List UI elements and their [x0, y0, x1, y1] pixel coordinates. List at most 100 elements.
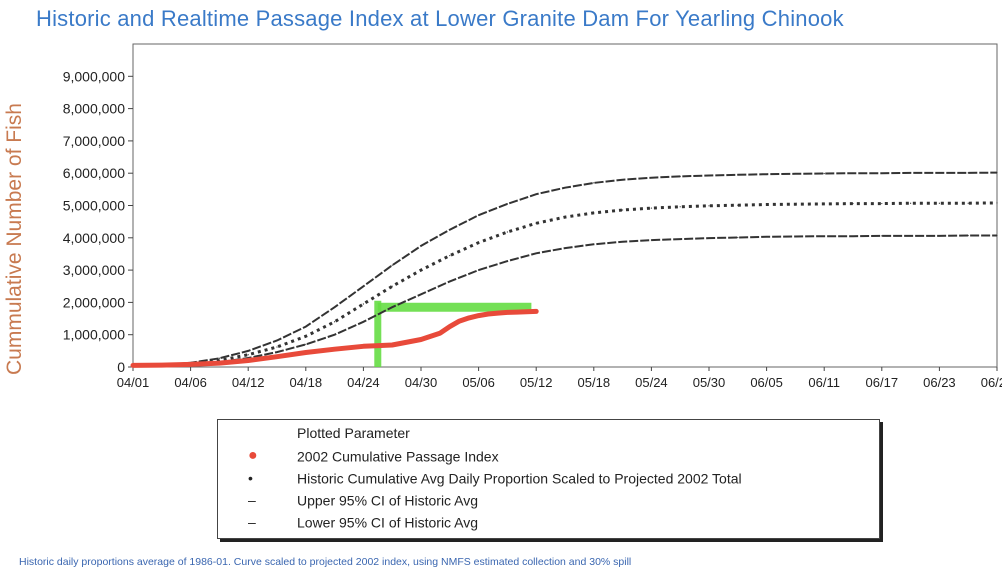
data-point-lower-95-ci-of-historic-avg	[334, 334, 336, 336]
data-point-upper-95-ci-of-historic-avg	[766, 173, 768, 175]
data-point-lower-95-ci-of-historic-avg	[650, 239, 653, 241]
x-tick-label: 04/06	[174, 375, 207, 390]
x-tick-label: 06/11	[808, 375, 840, 390]
data-point-historic-cumulative-avg-daily-proportion-scaled-to-projected-2002-total	[823, 203, 825, 205]
data-point-historic-cumulative-avg-daily-proportion-scaled-to-projected-2002-total	[708, 205, 710, 207]
y-tick-label: 5,000,000	[63, 198, 125, 214]
data-point-lower-95-ci-of-historic-avg	[622, 241, 624, 243]
data-point-2002-cumulative-passage-index	[526, 311, 528, 313]
data-point-lower-95-ci-of-historic-avg	[823, 235, 825, 237]
data-point-lower-95-ci-of-historic-avg	[881, 235, 883, 237]
line-chart: 0 1,000,000 2,000,000 3,000,000 4,000,000 5,0…	[63, 43, 1002, 390]
data-point-lower-95-ci-of-historic-avg	[852, 235, 854, 237]
dash-icon: –	[248, 514, 256, 531]
x-tick-label: 05/12	[520, 375, 553, 390]
y-tick-label: 3,000,000	[63, 262, 125, 278]
data-point-2002-cumulative-passage-index	[161, 364, 163, 366]
data-point-historic-cumulative-avg-daily-proportion-scaled-to-projected-2002-total	[794, 203, 797, 205]
data-point-upper-95-ci-of-historic-avg	[506, 203, 508, 205]
y-tick-label: 7,000,000	[63, 133, 125, 149]
data-point-upper-95-ci-of-historic-avg	[334, 306, 336, 308]
x-tick-label: 06/29	[981, 375, 1002, 390]
legend: Plotted Parameter ● 2002 Cumulative Passa…	[217, 419, 880, 539]
data-point-upper-95-ci-of-historic-avg	[996, 171, 998, 174]
legend-item-historic-avg: • Historic Cumulative Avg Daily Proportio…	[248, 470, 742, 487]
data-point-2002-cumulative-passage-index	[190, 363, 192, 366]
x-tick-label: 04/30	[405, 375, 438, 390]
data-point-upper-95-ci-of-historic-avg	[362, 285, 364, 287]
data-point-lower-95-ci-of-historic-avg	[535, 252, 537, 254]
data-point-upper-95-ci-of-historic-avg	[708, 174, 710, 177]
data-point-upper-95-ci-of-historic-avg	[622, 179, 624, 181]
dot-icon: •	[248, 470, 253, 487]
data-point-2002-cumulative-passage-index	[439, 332, 441, 334]
red-dot-icon: ●	[248, 447, 258, 465]
chart-title: Historic and Realtime Passage Index at L…	[36, 6, 844, 31]
data-point-2002-cumulative-passage-index	[362, 345, 364, 347]
x-tick-label: 06/05	[750, 375, 783, 390]
data-point-upper-95-ci-of-historic-avg	[449, 229, 451, 231]
data-point-lower-95-ci-of-historic-avg	[910, 235, 912, 237]
data-point-2002-cumulative-passage-index	[458, 320, 460, 322]
data-point-lower-95-ci-of-historic-avg	[276, 351, 278, 353]
data-point-2002-cumulative-passage-index	[468, 317, 470, 319]
data-point-historic-cumulative-avg-daily-proportion-scaled-to-projected-2002-total	[506, 231, 508, 233]
x-tick-label: 05/24	[635, 375, 668, 390]
data-point-lower-95-ci-of-historic-avg	[564, 247, 566, 249]
y-tick-label: 4,000,000	[63, 230, 125, 246]
legend-item-upper-ci: – Upper 95% CI of Historic Avg	[248, 492, 479, 509]
data-point-2002-cumulative-passage-index	[247, 359, 249, 362]
data-point-upper-95-ci-of-historic-avg	[910, 172, 912, 174]
data-point-upper-95-ci-of-historic-avg	[247, 350, 249, 352]
data-point-historic-cumulative-avg-daily-proportion-scaled-to-projected-2002-total	[622, 209, 624, 211]
legend-title: Plotted Parameter	[297, 425, 410, 441]
data-point-historic-cumulative-avg-daily-proportion-scaled-to-projected-2002-total	[535, 222, 537, 224]
data-point-upper-95-ci-of-historic-avg	[650, 177, 653, 179]
data-point-lower-95-ci-of-historic-avg	[305, 343, 307, 345]
data-point-2002-cumulative-passage-index	[535, 310, 537, 313]
data-point-historic-cumulative-avg-daily-proportion-scaled-to-projected-2002-total	[938, 202, 941, 204]
data-point-upper-95-ci-of-historic-avg	[535, 193, 537, 195]
data-point-lower-95-ci-of-historic-avg	[449, 280, 451, 283]
data-point-historic-cumulative-avg-daily-proportion-scaled-to-projected-2002-total	[478, 242, 480, 244]
data-point-lower-95-ci-of-historic-avg	[794, 235, 797, 238]
data-point-historic-cumulative-avg-daily-proportion-scaled-to-projected-2002-total	[679, 206, 681, 208]
data-point-historic-cumulative-avg-daily-proportion-scaled-to-projected-2002-total	[564, 216, 566, 218]
data-point-historic-cumulative-avg-daily-proportion-scaled-to-projected-2002-total	[852, 202, 854, 205]
data-point-lower-95-ci-of-historic-avg	[967, 234, 969, 237]
series-line-upper-95-ci-of-historic-avg	[132, 171, 998, 367]
data-point-historic-cumulative-avg-daily-proportion-scaled-to-projected-2002-total	[362, 303, 364, 305]
data-point-historic-cumulative-avg-daily-proportion-scaled-to-projected-2002-total	[391, 285, 393, 287]
data-point-upper-95-ci-of-historic-avg	[938, 172, 941, 174]
data-point-historic-cumulative-avg-daily-proportion-scaled-to-projected-2002-total	[334, 321, 336, 323]
data-point-lower-95-ci-of-historic-avg	[593, 243, 595, 245]
y-tick-label: 2,000,000	[63, 294, 125, 310]
data-point-lower-95-ci-of-historic-avg	[708, 237, 710, 239]
data-point-historic-cumulative-avg-daily-proportion-scaled-to-projected-2002-total	[737, 204, 739, 206]
x-tick-label: 06/23	[923, 375, 956, 390]
data-point-historic-cumulative-avg-daily-proportion-scaled-to-projected-2002-total	[305, 335, 307, 337]
data-point-upper-95-ci-of-historic-avg	[823, 172, 825, 175]
data-point-upper-95-ci-of-historic-avg	[420, 245, 422, 247]
data-point-historic-cumulative-avg-daily-proportion-scaled-to-projected-2002-total	[276, 346, 278, 348]
data-point-lower-95-ci-of-historic-avg	[938, 235, 941, 237]
y-tick-label: 1,000,000	[63, 327, 125, 343]
data-point-historic-cumulative-avg-daily-proportion-scaled-to-projected-2002-total	[910, 202, 912, 204]
data-point-upper-95-ci-of-historic-avg	[276, 339, 278, 342]
data-point-upper-95-ci-of-historic-avg	[794, 173, 797, 175]
data-point-upper-95-ci-of-historic-avg	[881, 172, 883, 174]
data-point-2002-cumulative-passage-index	[276, 356, 278, 358]
data-point-historic-cumulative-avg-daily-proportion-scaled-to-projected-2002-total	[996, 202, 998, 204]
x-tick-label: 04/24	[347, 375, 380, 390]
data-point-historic-cumulative-avg-daily-proportion-scaled-to-projected-2002-total	[967, 202, 969, 204]
data-point-2002-cumulative-passage-index	[334, 348, 336, 350]
series-line-lower-95-ci-of-historic-avg	[132, 234, 997, 368]
data-point-2002-cumulative-passage-index	[506, 311, 508, 314]
data-point-lower-95-ci-of-historic-avg	[362, 321, 364, 323]
data-point-2002-cumulative-passage-index	[478, 315, 480, 317]
data-point-upper-95-ci-of-historic-avg	[679, 175, 681, 178]
data-point-historic-cumulative-avg-daily-proportion-scaled-to-projected-2002-total	[881, 202, 883, 205]
x-tick-label: 04/01	[117, 375, 150, 390]
data-point-upper-95-ci-of-historic-avg	[218, 357, 220, 359]
data-point-2002-cumulative-passage-index	[132, 364, 134, 366]
